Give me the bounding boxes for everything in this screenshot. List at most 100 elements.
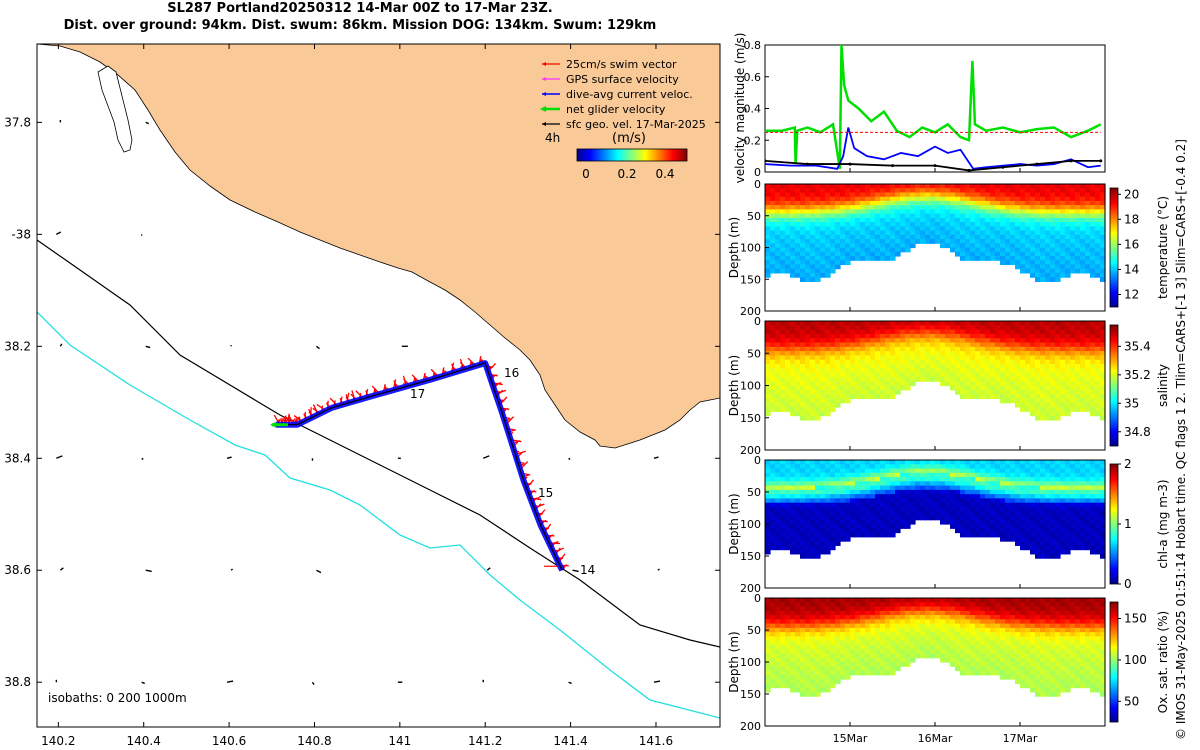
colorbar-tick: 16	[1124, 237, 1139, 251]
time-tick-label: 16Mar	[918, 732, 953, 745]
section-cells	[765, 321, 1106, 421]
isobaths-label: isobaths: 0 200 1000m	[48, 691, 187, 705]
lon-tick-label: 141.4	[553, 734, 587, 748]
lat-tick-label: 38.2	[4, 339, 31, 353]
legend-item-geo-velocity: sfc geo. vel. 17-Mar-2025	[542, 118, 706, 131]
colorbar-label: salinity	[1156, 364, 1170, 407]
copyright-note: © IMOS 31-May-2025 01:51:14 Hobart time.…	[1174, 139, 1188, 740]
depth-tick: 0	[754, 592, 761, 605]
time-axis: 15Mar 16Mar 17Mar	[833, 168, 1038, 745]
colorbar-tick: 34.8	[1124, 425, 1151, 439]
geo-velocity-arrow	[486, 567, 491, 571]
geo-vel-point	[933, 164, 937, 168]
geo-velocity-arrow	[572, 569, 579, 573]
svg-text:net glider velocity: net glider velocity	[566, 103, 666, 116]
depth-tick: 50	[747, 347, 761, 360]
depth-ylabel: Depth (m)	[727, 631, 741, 692]
depth-ylabel: Depth (m)	[727, 217, 741, 278]
day-label-15: 15	[538, 486, 553, 500]
net-velocity-arrowhead	[270, 421, 277, 428]
lat-tick-label: -38	[11, 227, 31, 241]
geo-velocity-arrow	[657, 568, 660, 571]
depth-tick: 200	[740, 720, 761, 733]
depth-tick: 150	[740, 273, 761, 286]
geo-velocity-arrow	[568, 681, 572, 685]
geo-velocity-arrow	[230, 568, 234, 571]
depth-tick: 100	[740, 380, 761, 393]
depth-tick: 0	[754, 454, 761, 467]
speed-colorbar	[576, 148, 688, 162]
geo-vel-point	[967, 168, 971, 172]
depth-tick: 100	[740, 518, 761, 531]
depth-ylabel: Depth (m)	[727, 355, 741, 416]
title-line-2: Dist. over ground: 94km. Dist. swum: 86k…	[63, 18, 657, 33]
isobath-1000m	[37, 311, 720, 719]
geo-velocity-arrow	[311, 681, 315, 685]
legend-interval: 4h	[545, 131, 560, 145]
section-cells	[765, 460, 1106, 559]
depth-tick: 200	[740, 305, 761, 318]
lat-tick-label: 38.4	[4, 451, 31, 465]
velocity-series	[765, 45, 1103, 172]
velocity-series-0	[765, 45, 1102, 170]
depth-tick: 0	[754, 315, 761, 328]
colorbar-tick: 100	[1124, 653, 1147, 667]
lon-tick-label: 141.6	[639, 734, 673, 748]
geo-velocity-arrow	[56, 455, 63, 459]
velocity-ytick: 0.4	[744, 103, 762, 116]
section-cells	[765, 598, 1106, 697]
time-tick-label: 15Mar	[833, 732, 868, 745]
section-panel-oxygen: 0 50 100 150 200 Depth (m) 50 100 150 Ox. sat. ra…	[727, 592, 1170, 733]
map-legend: 25cm/s swim vector GPS surface velocity …	[540, 58, 706, 181]
colorbar-units: (m/s)	[612, 131, 646, 146]
geo-vel-point	[806, 162, 809, 166]
depth-tick: 150	[740, 412, 761, 425]
depth-ylabel: Depth (m)	[727, 493, 741, 554]
title-line-1: SL287 Portland20250312 14-Mar 00Z to 17-…	[167, 1, 553, 16]
lon-tick-label: 141.2	[468, 734, 502, 748]
colorbar-tick: 35.2	[1124, 368, 1151, 382]
velocity-panel: 0 0.2 0.4 0.6 0.8 velocity magnitude (m/s)	[733, 33, 1106, 183]
lon-tick-label: 140.6	[212, 734, 246, 748]
velocity-axis: 0 0.2 0.4 0.6 0.8	[744, 39, 769, 179]
geo-velocity-arrow	[568, 457, 571, 461]
legend-item-dive-avg-current: dive-avg current veloc.	[542, 88, 693, 101]
velocity-ytick: 0.2	[744, 134, 762, 147]
colorbar-tick: 20	[1124, 187, 1139, 201]
section-panel-salinity: 0 50 100 150 200 Depth (m) 34.8 35 35.2 35.4 salin…	[727, 315, 1170, 457]
section-panel-chl-a: 0 50 100 150 200 Depth (m) 0 1 2 chl-a (mg m-3)	[727, 454, 1170, 595]
longitude-axis: 140.2 140.4 140.6 140.8 141 141.2 141.4 141.6	[41, 44, 673, 748]
colorbar-chl-a	[1109, 463, 1119, 585]
geo-velocity-arrows	[55, 119, 661, 685]
colorbar-tick: 35	[1124, 396, 1139, 410]
colorbar-oxygen	[1109, 601, 1119, 723]
lat-tick-label: 37.8	[4, 115, 31, 129]
geo-velocity-arrow	[482, 455, 490, 459]
geo-vel-point	[891, 164, 894, 168]
svg-text:dive-avg current veloc.: dive-avg current veloc.	[566, 88, 693, 101]
geo-velocity-arrow	[653, 680, 661, 683]
geo-vel-point	[765, 159, 767, 163]
geo-velocity-arrow	[316, 345, 320, 350]
depth-tick: 200	[740, 444, 761, 457]
legend-item-net-velocity: net glider velocity	[540, 103, 666, 116]
lon-tick-label: 140.2	[41, 734, 75, 748]
geo-velocity-arrow	[316, 569, 322, 574]
isobath-200m	[37, 239, 720, 648]
lat-tick-label: 38.8	[4, 675, 31, 689]
velocity-ytick: 0.6	[744, 71, 762, 84]
island	[97, 65, 133, 153]
depth-tick: 150	[740, 550, 761, 563]
glider-track	[270, 356, 569, 572]
depth-tick: 150	[740, 688, 761, 701]
depth-tick: 100	[740, 242, 761, 255]
depth-tick: 50	[747, 210, 761, 223]
lon-tick-label: 140.4	[127, 734, 161, 748]
depth-tick: 100	[740, 656, 761, 669]
colorbar-tick-0: 0	[582, 167, 590, 181]
time-tick-label: 17Mar	[1003, 732, 1038, 745]
latitude-axis: 37.8 -38 38.2 38.4 38.6 38.8	[4, 115, 720, 689]
colorbar-tick: 14	[1124, 262, 1139, 276]
track-line	[276, 362, 563, 571]
svg-text:GPS surface velocity: GPS surface velocity	[566, 73, 679, 86]
